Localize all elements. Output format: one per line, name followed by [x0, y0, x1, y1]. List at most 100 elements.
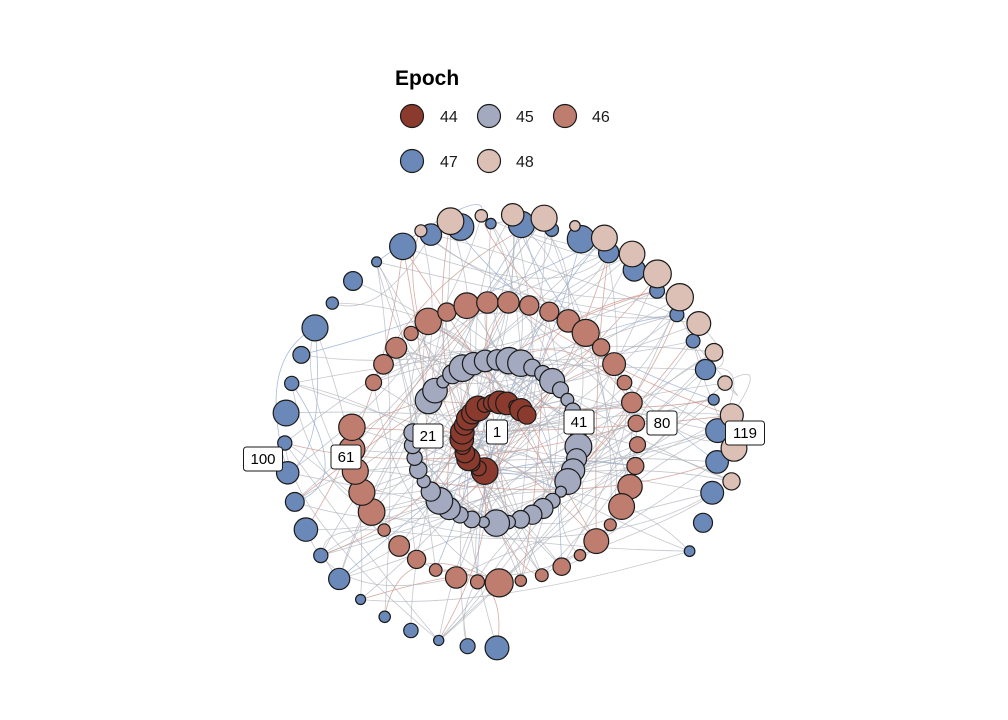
- network-node-epoch-48: [722, 472, 741, 491]
- node-label-box: [243, 446, 283, 472]
- network-node-epoch-48: [474, 209, 489, 223]
- network-edge: [338, 217, 545, 580]
- network-edge: [438, 382, 726, 641]
- legend-swatch-47: [399, 148, 425, 174]
- network-edge: [376, 261, 391, 617]
- network-node-epoch-47: [388, 232, 417, 261]
- network-node-epoch-47: [694, 358, 717, 381]
- network-edge: [520, 362, 706, 370]
- network-node-epoch-47: [378, 610, 391, 624]
- network-edge: [361, 471, 510, 523]
- node-layer: [272, 203, 748, 661]
- network-node-epoch-46: [428, 563, 443, 577]
- legend-label-45: 45: [516, 109, 534, 126]
- node-label-text: 61: [338, 449, 355, 466]
- node-label-text: 100: [250, 451, 275, 468]
- network-edge: [291, 383, 326, 503]
- network-node-epoch-44: [516, 405, 537, 425]
- node-label-box: [563, 409, 595, 435]
- network-edge: [286, 411, 732, 482]
- network-node-epoch-46: [373, 353, 394, 375]
- network-edge: [578, 399, 714, 447]
- legend: Epoch 44 45 46 47 48: [395, 67, 610, 174]
- node-label-text: 41: [571, 414, 588, 431]
- network-node-epoch-46: [388, 535, 411, 557]
- legend-swatch-45: [476, 103, 502, 129]
- network-edge: [462, 237, 605, 369]
- network-node-epoch-46: [497, 291, 520, 314]
- node-label-text: 1: [493, 424, 501, 441]
- network-node-epoch-46: [626, 456, 645, 476]
- legend-item-44: 44: [399, 103, 458, 129]
- network-node-epoch-46: [519, 295, 540, 316]
- node-label-box: [486, 419, 508, 445]
- network-edge: [438, 273, 658, 641]
- network-node-epoch-46: [573, 548, 587, 562]
- network-node-epoch-47: [433, 634, 445, 647]
- network-edge: [376, 261, 699, 324]
- network-edge: [322, 529, 385, 580]
- network-edge: [355, 470, 543, 576]
- node-label-21: 21: [412, 423, 444, 449]
- network-node-epoch-47: [485, 217, 497, 230]
- node-label-box: [412, 423, 444, 449]
- network-edge: [332, 234, 432, 307]
- network-node-epoch-46: [621, 391, 643, 414]
- network-node-epoch-48: [618, 240, 646, 268]
- legend-item-48: 48: [476, 148, 534, 174]
- legend-swatch-48: [476, 148, 502, 174]
- network-node-epoch-46: [469, 574, 486, 590]
- network-node-epoch-47: [284, 375, 300, 392]
- network-edge: [320, 505, 497, 556]
- network-node-epoch-48: [590, 224, 618, 252]
- network-edge: [305, 246, 404, 530]
- network-node-epoch-47: [484, 635, 510, 661]
- legend-swatch-44: [399, 103, 425, 129]
- network-node-epoch-47: [277, 435, 293, 451]
- network-edge: [499, 314, 677, 403]
- network-node-epoch-47: [301, 314, 329, 342]
- network-edge: [287, 215, 482, 474]
- network-node-epoch-46: [534, 568, 549, 583]
- network-edge: [294, 491, 562, 520]
- legend-label-44: 44: [440, 109, 458, 126]
- legend-swatch-46: [552, 103, 578, 129]
- network-edge: [724, 373, 751, 416]
- network-node-epoch-45: [554, 485, 568, 498]
- network-node-epoch-46: [583, 528, 610, 555]
- legend-label-46: 46: [592, 109, 610, 126]
- network-node-epoch-47: [371, 256, 383, 268]
- network-node-epoch-47: [284, 491, 305, 512]
- network-node-epoch-48: [665, 283, 695, 312]
- network-node-epoch-46: [484, 568, 514, 598]
- network-edge: [371, 230, 433, 513]
- network-node-epoch-47: [459, 638, 476, 655]
- network-edge: [490, 223, 522, 364]
- node-label-box: [646, 410, 678, 436]
- network-node-epoch-46: [627, 414, 646, 433]
- legend-item-46: 46: [552, 103, 610, 129]
- network-node-epoch-48: [500, 203, 525, 227]
- network-node-epoch-46: [453, 292, 481, 320]
- network-node-epoch-46: [602, 352, 627, 377]
- network-edge: [456, 492, 713, 578]
- network-edge: [585, 332, 631, 487]
- network-node-epoch-47: [343, 271, 364, 292]
- node-label-box: [330, 444, 362, 470]
- network-edge: [355, 457, 718, 472]
- network-node-epoch-47: [685, 333, 701, 349]
- network-edge: [410, 229, 553, 631]
- network-node-epoch-46: [377, 523, 391, 537]
- network-node-epoch-47: [313, 547, 329, 564]
- network-node-epoch-48: [414, 224, 428, 238]
- network-node-epoch-48: [436, 207, 465, 236]
- network-node-epoch-46: [414, 307, 442, 336]
- network-edge: [498, 444, 638, 584]
- network-node-epoch-46: [365, 373, 383, 392]
- network-node-epoch-47: [700, 480, 725, 505]
- network-edge: [284, 442, 440, 641]
- network-node-epoch-47: [325, 296, 339, 310]
- network-node-epoch-48: [686, 311, 712, 337]
- node-label-100: 100: [243, 446, 283, 472]
- node-label-80: 80: [646, 410, 678, 436]
